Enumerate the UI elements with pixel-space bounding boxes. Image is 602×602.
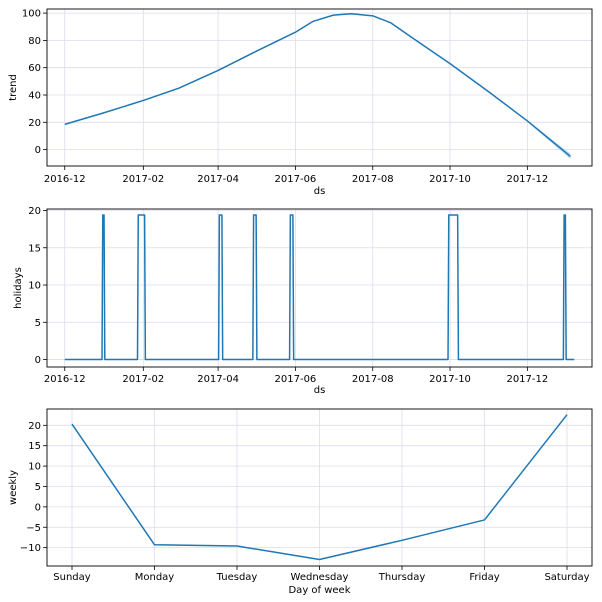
chart3-ytick-label-0: −10	[20, 543, 41, 554]
chart1-ytick-label-4: 80	[28, 36, 41, 47]
chart2-xtick-label-4: 2017-08	[352, 374, 394, 385]
chart1-xtick-label-4: 2017-08	[352, 174, 394, 185]
chart2-ytick-label-4: 20	[28, 206, 41, 217]
chart1-xtick-label-6: 2017-12	[506, 174, 548, 185]
chart2-xtick-label-5: 2017-10	[429, 374, 471, 385]
chart1-ytick-label-0: 0	[35, 145, 41, 156]
chart2-xtick-label-0: 2016-12	[44, 374, 86, 385]
chart3-ytick-label-3: 5	[35, 482, 41, 493]
chart2-ytick-label-1: 5	[35, 318, 41, 329]
chart1-ytick-label-2: 40	[28, 91, 41, 102]
chart3-xtick-label-2: Tuesday	[216, 572, 258, 583]
chart1-ytick-label-1: 20	[28, 118, 41, 129]
chart3-ytick-label-2: 0	[35, 502, 41, 513]
chart3-ytick-label-4: 10	[28, 462, 41, 473]
chart2-ylabel: holidays	[13, 267, 24, 309]
chart1-xtick-label-2: 2017-04	[197, 174, 239, 185]
chart2-xtick-label-6: 2017-12	[506, 374, 548, 385]
chart1-xtick-label-3: 2017-06	[275, 174, 317, 185]
chart1-trend-line	[64, 13, 571, 158]
chart3-xtick-label-0: Sunday	[53, 572, 90, 583]
chart3-ylabel: weekly	[8, 470, 19, 505]
chart3-ytick-label-1: −5	[26, 523, 41, 534]
chart2-xtick-label-2: 2017-04	[197, 374, 239, 385]
chart1-xtick-label-0: 2016-12	[44, 174, 86, 185]
chart1-frame	[46, 8, 593, 167]
chart3-xlabel: Day of week	[288, 585, 350, 596]
chart3-xtick-label-3: Wednesday	[291, 572, 349, 583]
chart2-ytick-label-2: 10	[28, 281, 41, 292]
chart3-xtick-label-5: Friday	[469, 572, 499, 583]
chart2-xlabel: ds	[314, 385, 326, 396]
chart2-xtick-label-3: 2017-06	[275, 374, 317, 385]
chart1-ytick-label-5: 100	[22, 9, 41, 20]
chart1-ylabel: trend	[8, 74, 19, 101]
chart1-uncertainty-band	[64, 13, 571, 160]
chart3-xtick-label-4: Thursday	[378, 572, 426, 583]
chart1-ytick-label-3: 60	[28, 63, 41, 74]
chart3-xtick-label-1: Monday	[135, 572, 175, 583]
chart2-ytick-label-3: 15	[28, 243, 41, 254]
chart1-xtick-label-1: 2017-02	[122, 174, 164, 185]
chart2-frame	[46, 208, 593, 368]
chart2-ytick-label-0: 0	[35, 355, 41, 366]
chart2-xtick-label-1: 2017-02	[122, 374, 164, 385]
chart3-ytick-label-5: 15	[28, 441, 41, 452]
chart2-holidays-line	[64, 214, 575, 361]
chart1-xtick-label-5: 2017-10	[429, 174, 471, 185]
chart3-ytick-label-6: 20	[28, 421, 41, 432]
chart1-xlabel: ds	[314, 186, 326, 197]
chart3-xtick-label-6: Saturday	[544, 572, 589, 583]
